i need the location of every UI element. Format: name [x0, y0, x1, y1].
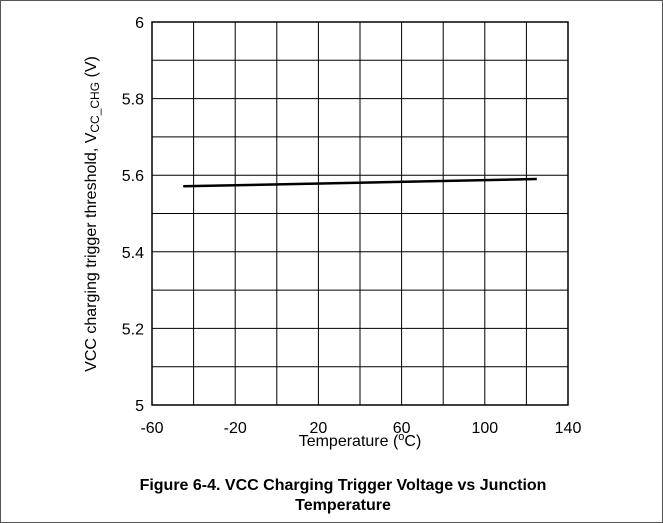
- y-axis-label: VCC charging trigger threshold, VCC_CHG …: [83, 56, 102, 372]
- x-tick-label: -60: [140, 420, 163, 437]
- plot-border: [151, 21, 569, 406]
- caption: Figure 6-4. VCC Charging Trigger Voltage…: [140, 477, 547, 494]
- x-tick-label: 140: [555, 420, 582, 437]
- y-tick-label: 5: [135, 398, 144, 415]
- y-tick-label: 6: [135, 15, 144, 32]
- y-tick-label: 5.2: [122, 321, 144, 338]
- x-axis-label: Temperature (oC): [299, 431, 422, 450]
- x-tick-label: 100: [471, 420, 498, 437]
- x-tick-label: -20: [224, 420, 247, 437]
- data-line: [183, 177, 537, 188]
- y-tick-label: 5.8: [122, 92, 144, 109]
- y-tick-label: 5.6: [122, 168, 144, 185]
- x-tick-label: 60: [393, 420, 411, 437]
- y-tick-label: 5.4: [122, 245, 144, 262]
- caption: Temperature: [295, 497, 391, 514]
- x-tick-label: 20: [310, 420, 328, 437]
